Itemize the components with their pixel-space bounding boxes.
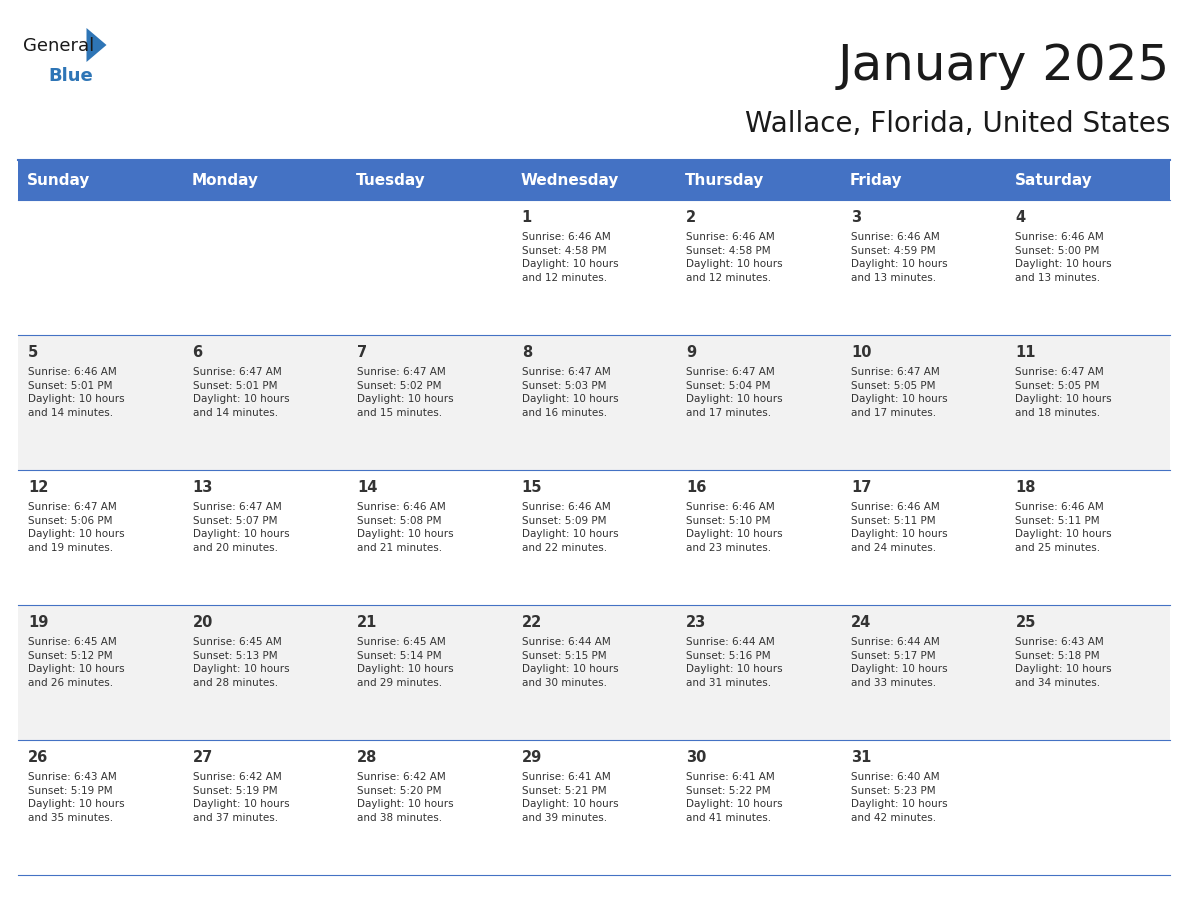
Polygon shape <box>87 28 107 62</box>
Bar <box>18 740 1170 875</box>
Text: Wallace, Florida, United States: Wallace, Florida, United States <box>745 110 1170 138</box>
Text: Sunrise: 6:47 AM
Sunset: 5:03 PM
Daylight: 10 hours
and 16 minutes.: Sunrise: 6:47 AM Sunset: 5:03 PM Dayligh… <box>522 367 618 418</box>
Text: 1: 1 <box>522 210 532 225</box>
Text: 29: 29 <box>522 750 542 765</box>
Text: Sunrise: 6:45 AM
Sunset: 5:14 PM
Daylight: 10 hours
and 29 minutes.: Sunrise: 6:45 AM Sunset: 5:14 PM Dayligh… <box>358 637 454 688</box>
Text: Sunrise: 6:41 AM
Sunset: 5:22 PM
Daylight: 10 hours
and 41 minutes.: Sunrise: 6:41 AM Sunset: 5:22 PM Dayligh… <box>687 772 783 823</box>
Text: 17: 17 <box>851 480 871 495</box>
Text: 10: 10 <box>851 345 871 360</box>
Text: 12: 12 <box>29 480 49 495</box>
Bar <box>18 335 1170 470</box>
Text: 25: 25 <box>1016 615 1036 630</box>
Text: Sunrise: 6:46 AM
Sunset: 5:10 PM
Daylight: 10 hours
and 23 minutes.: Sunrise: 6:46 AM Sunset: 5:10 PM Dayligh… <box>687 502 783 553</box>
Text: 21: 21 <box>358 615 378 630</box>
Text: Sunrise: 6:46 AM
Sunset: 5:11 PM
Daylight: 10 hours
and 24 minutes.: Sunrise: 6:46 AM Sunset: 5:11 PM Dayligh… <box>851 502 948 553</box>
Text: 16: 16 <box>687 480 707 495</box>
Text: Sunrise: 6:42 AM
Sunset: 5:19 PM
Daylight: 10 hours
and 37 minutes.: Sunrise: 6:42 AM Sunset: 5:19 PM Dayligh… <box>192 772 289 823</box>
Text: 24: 24 <box>851 615 871 630</box>
Text: Sunday: Sunday <box>27 173 90 187</box>
Text: Sunrise: 6:41 AM
Sunset: 5:21 PM
Daylight: 10 hours
and 39 minutes.: Sunrise: 6:41 AM Sunset: 5:21 PM Dayligh… <box>522 772 618 823</box>
Text: Sunrise: 6:46 AM
Sunset: 5:08 PM
Daylight: 10 hours
and 21 minutes.: Sunrise: 6:46 AM Sunset: 5:08 PM Dayligh… <box>358 502 454 553</box>
Text: Sunrise: 6:47 AM
Sunset: 5:05 PM
Daylight: 10 hours
and 18 minutes.: Sunrise: 6:47 AM Sunset: 5:05 PM Dayligh… <box>1016 367 1112 418</box>
Text: Friday: Friday <box>849 173 903 187</box>
Text: Sunrise: 6:47 AM
Sunset: 5:04 PM
Daylight: 10 hours
and 17 minutes.: Sunrise: 6:47 AM Sunset: 5:04 PM Dayligh… <box>687 367 783 418</box>
Text: Sunrise: 6:46 AM
Sunset: 4:58 PM
Daylight: 10 hours
and 12 minutes.: Sunrise: 6:46 AM Sunset: 4:58 PM Dayligh… <box>687 232 783 283</box>
Text: Tuesday: Tuesday <box>356 173 425 187</box>
Text: Sunrise: 6:46 AM
Sunset: 4:59 PM
Daylight: 10 hours
and 13 minutes.: Sunrise: 6:46 AM Sunset: 4:59 PM Dayligh… <box>851 232 948 283</box>
Text: 18: 18 <box>1016 480 1036 495</box>
Text: 23: 23 <box>687 615 707 630</box>
Text: Sunrise: 6:45 AM
Sunset: 5:12 PM
Daylight: 10 hours
and 26 minutes.: Sunrise: 6:45 AM Sunset: 5:12 PM Dayligh… <box>29 637 125 688</box>
Bar <box>183 160 347 200</box>
Text: 8: 8 <box>522 345 532 360</box>
Text: 7: 7 <box>358 345 367 360</box>
Text: 14: 14 <box>358 480 378 495</box>
Text: Thursday: Thursday <box>685 173 765 187</box>
Text: 5: 5 <box>29 345 38 360</box>
Text: 27: 27 <box>192 750 213 765</box>
Bar <box>18 605 1170 740</box>
Text: 13: 13 <box>192 480 213 495</box>
Bar <box>18 160 183 200</box>
Text: 28: 28 <box>358 750 378 765</box>
Bar <box>1005 160 1170 200</box>
Text: Sunrise: 6:40 AM
Sunset: 5:23 PM
Daylight: 10 hours
and 42 minutes.: Sunrise: 6:40 AM Sunset: 5:23 PM Dayligh… <box>851 772 948 823</box>
Text: Sunrise: 6:46 AM
Sunset: 5:01 PM
Daylight: 10 hours
and 14 minutes.: Sunrise: 6:46 AM Sunset: 5:01 PM Dayligh… <box>29 367 125 418</box>
Text: Sunrise: 6:47 AM
Sunset: 5:01 PM
Daylight: 10 hours
and 14 minutes.: Sunrise: 6:47 AM Sunset: 5:01 PM Dayligh… <box>192 367 289 418</box>
Text: Sunrise: 6:47 AM
Sunset: 5:05 PM
Daylight: 10 hours
and 17 minutes.: Sunrise: 6:47 AM Sunset: 5:05 PM Dayligh… <box>851 367 948 418</box>
Text: Sunrise: 6:42 AM
Sunset: 5:20 PM
Daylight: 10 hours
and 38 minutes.: Sunrise: 6:42 AM Sunset: 5:20 PM Dayligh… <box>358 772 454 823</box>
Bar <box>841 160 1005 200</box>
Text: Sunrise: 6:44 AM
Sunset: 5:15 PM
Daylight: 10 hours
and 30 minutes.: Sunrise: 6:44 AM Sunset: 5:15 PM Dayligh… <box>522 637 618 688</box>
Text: Sunrise: 6:46 AM
Sunset: 5:09 PM
Daylight: 10 hours
and 22 minutes.: Sunrise: 6:46 AM Sunset: 5:09 PM Dayligh… <box>522 502 618 553</box>
Bar <box>18 470 1170 605</box>
Text: Wednesday: Wednesday <box>520 173 619 187</box>
Text: Sunrise: 6:44 AM
Sunset: 5:16 PM
Daylight: 10 hours
and 31 minutes.: Sunrise: 6:44 AM Sunset: 5:16 PM Dayligh… <box>687 637 783 688</box>
Bar <box>512 160 676 200</box>
Text: 19: 19 <box>29 615 49 630</box>
Text: General: General <box>23 37 94 55</box>
Text: Sunrise: 6:47 AM
Sunset: 5:02 PM
Daylight: 10 hours
and 15 minutes.: Sunrise: 6:47 AM Sunset: 5:02 PM Dayligh… <box>358 367 454 418</box>
Text: Sunrise: 6:46 AM
Sunset: 5:00 PM
Daylight: 10 hours
and 13 minutes.: Sunrise: 6:46 AM Sunset: 5:00 PM Dayligh… <box>1016 232 1112 283</box>
Text: Sunrise: 6:45 AM
Sunset: 5:13 PM
Daylight: 10 hours
and 28 minutes.: Sunrise: 6:45 AM Sunset: 5:13 PM Dayligh… <box>192 637 289 688</box>
Text: Sunrise: 6:43 AM
Sunset: 5:18 PM
Daylight: 10 hours
and 34 minutes.: Sunrise: 6:43 AM Sunset: 5:18 PM Dayligh… <box>1016 637 1112 688</box>
Text: Blue: Blue <box>48 67 93 85</box>
Text: Sunrise: 6:44 AM
Sunset: 5:17 PM
Daylight: 10 hours
and 33 minutes.: Sunrise: 6:44 AM Sunset: 5:17 PM Dayligh… <box>851 637 948 688</box>
Text: Sunrise: 6:43 AM
Sunset: 5:19 PM
Daylight: 10 hours
and 35 minutes.: Sunrise: 6:43 AM Sunset: 5:19 PM Dayligh… <box>29 772 125 823</box>
Text: Sunrise: 6:46 AM
Sunset: 4:58 PM
Daylight: 10 hours
and 12 minutes.: Sunrise: 6:46 AM Sunset: 4:58 PM Dayligh… <box>522 232 618 283</box>
Bar <box>18 200 1170 335</box>
Text: 31: 31 <box>851 750 871 765</box>
Text: 26: 26 <box>29 750 49 765</box>
Text: 4: 4 <box>1016 210 1025 225</box>
Text: Saturday: Saturday <box>1015 173 1092 187</box>
Text: Sunrise: 6:47 AM
Sunset: 5:07 PM
Daylight: 10 hours
and 20 minutes.: Sunrise: 6:47 AM Sunset: 5:07 PM Dayligh… <box>192 502 289 553</box>
Text: 15: 15 <box>522 480 542 495</box>
Text: January 2025: January 2025 <box>838 42 1170 90</box>
Text: 2: 2 <box>687 210 696 225</box>
Text: 20: 20 <box>192 615 213 630</box>
Bar <box>347 160 512 200</box>
Text: Monday: Monday <box>191 173 259 187</box>
Text: 22: 22 <box>522 615 542 630</box>
Text: Sunrise: 6:46 AM
Sunset: 5:11 PM
Daylight: 10 hours
and 25 minutes.: Sunrise: 6:46 AM Sunset: 5:11 PM Dayligh… <box>1016 502 1112 553</box>
Text: 3: 3 <box>851 210 861 225</box>
Text: 6: 6 <box>192 345 203 360</box>
Text: 9: 9 <box>687 345 696 360</box>
Text: Sunrise: 6:47 AM
Sunset: 5:06 PM
Daylight: 10 hours
and 19 minutes.: Sunrise: 6:47 AM Sunset: 5:06 PM Dayligh… <box>29 502 125 553</box>
Bar <box>676 160 841 200</box>
Text: 11: 11 <box>1016 345 1036 360</box>
Text: 30: 30 <box>687 750 707 765</box>
